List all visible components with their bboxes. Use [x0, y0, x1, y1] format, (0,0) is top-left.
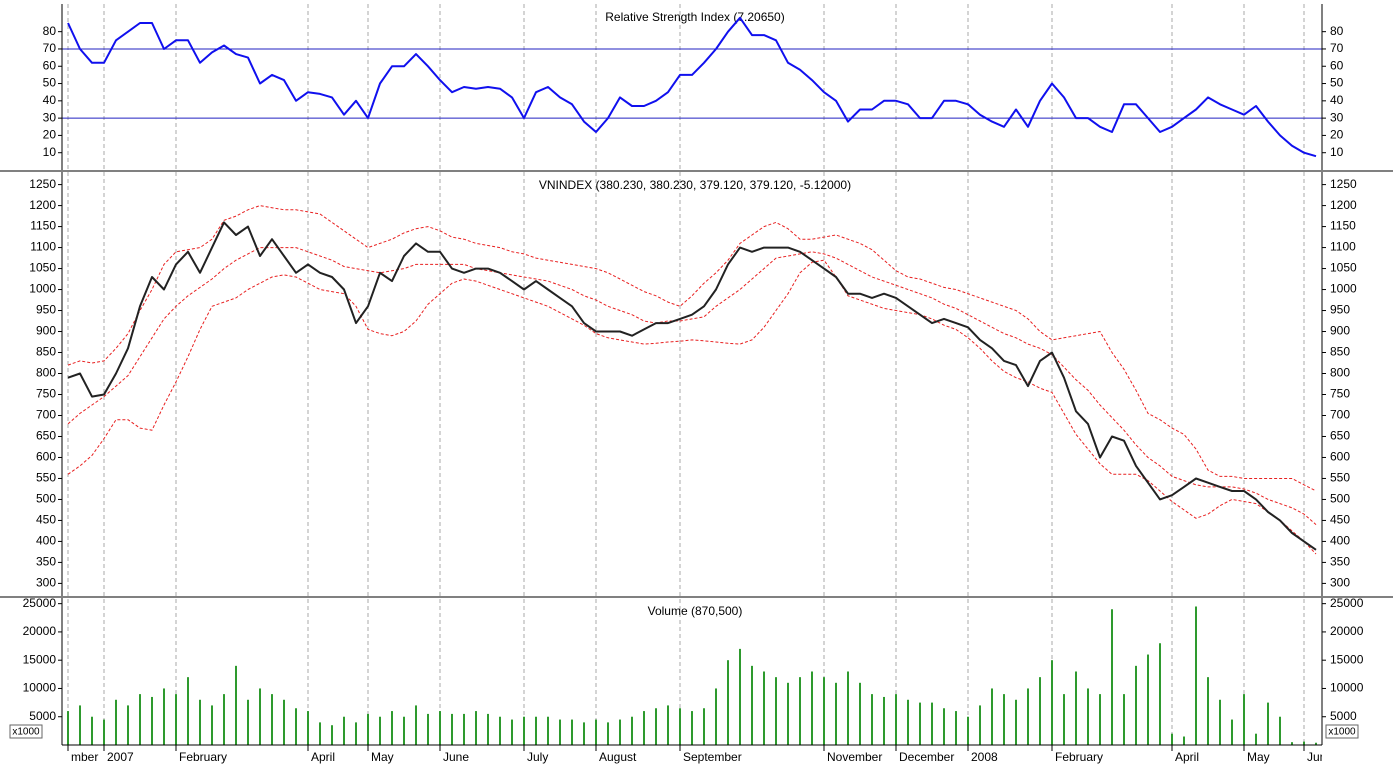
y-tick-label: 750	[1330, 387, 1350, 401]
y-tick-label: 1200	[29, 198, 56, 212]
y-tick-label: 950	[1330, 303, 1350, 317]
y-tick-label: 5000	[29, 709, 56, 723]
x-tick-label: May	[1247, 750, 1270, 764]
y-tick-label: 60	[1330, 58, 1344, 72]
unit-label: x1000	[12, 727, 40, 738]
y-tick-label: 25000	[23, 596, 57, 610]
x-tick-label: April	[311, 750, 335, 764]
unit-box	[1325, 724, 1359, 739]
y-tick-label: 20000	[1330, 624, 1364, 638]
y-tick-label: 25000	[1330, 596, 1364, 610]
y-tick-label: 850	[1330, 345, 1350, 359]
y-tick-label: 500	[36, 492, 56, 506]
y-tick-label: 70	[43, 41, 57, 55]
x-tick-label: February	[1055, 750, 1103, 764]
band-line	[67, 259, 1317, 555]
y-tick-label: 20000	[23, 624, 57, 638]
y-tick-label: 1100	[30, 240, 56, 254]
y-tick-label: 450	[1330, 513, 1350, 527]
y-tick-label: 10000	[23, 681, 57, 695]
x-tick-label: April	[1175, 750, 1199, 764]
x-tick-label: mber	[71, 750, 98, 764]
y-tick-label: 40	[1330, 93, 1344, 107]
x-tick-label: November	[827, 750, 882, 764]
x-tick-label: December	[899, 750, 954, 764]
y-tick-label: 1050	[29, 261, 56, 275]
y-tick-label: 800	[1330, 366, 1350, 380]
y-tick-label: 40	[43, 93, 57, 107]
unit-label: x1000	[1328, 727, 1356, 738]
y-tick-label: 30	[1330, 110, 1344, 124]
y-tick-label: 650	[36, 429, 56, 443]
y-tick-label: 1150	[1330, 219, 1356, 233]
y-tick-label: 450	[36, 513, 56, 527]
y-tick-label: 20	[1330, 128, 1344, 142]
x-tick-label: 2007	[107, 750, 134, 764]
x-tick-label: 2008	[971, 750, 998, 764]
panel-title: VNINDEX (380.230, 380.230, 379.120, 379.…	[539, 178, 851, 192]
y-tick-label: 20	[43, 128, 57, 142]
y-tick-label: 10000	[1330, 681, 1364, 695]
x-tick-label: May	[371, 750, 394, 764]
y-tick-label: 950	[36, 303, 56, 317]
y-tick-label: 600	[36, 450, 56, 464]
y-tick-label: 1150	[30, 219, 56, 233]
y-tick-label: 1200	[1330, 198, 1357, 212]
y-tick-label: 850	[36, 345, 56, 359]
y-tick-label: 400	[36, 534, 56, 548]
y-tick-label: 900	[1330, 324, 1350, 338]
y-tick-label: 1050	[1330, 261, 1357, 275]
y-tick-label: 60	[43, 58, 57, 72]
y-tick-label: 30	[43, 110, 57, 124]
y-tick-label: 70	[1330, 41, 1344, 55]
x-tick-label: June	[1307, 750, 1333, 764]
y-tick-label: 80	[43, 24, 57, 38]
y-tick-label: 80	[1330, 24, 1344, 38]
y-tick-label: 10	[43, 145, 57, 159]
y-tick-label: 50	[1330, 76, 1344, 90]
y-tick-label: 1250	[1330, 177, 1357, 191]
panel-title: Volume (870,500)	[648, 604, 743, 618]
panel-title: Relative Strength Index (7.20650)	[605, 10, 784, 24]
band-line	[67, 205, 1317, 492]
y-tick-label: 5000	[1330, 709, 1357, 723]
y-tick-label: 550	[1330, 471, 1350, 485]
x-tick-label: July	[527, 750, 548, 764]
band-line	[67, 247, 1317, 525]
y-tick-label: 300	[1330, 576, 1350, 590]
y-tick-label: 1250	[29, 177, 56, 191]
x-tick-label: February	[179, 750, 227, 764]
y-tick-label: 350	[36, 555, 56, 569]
data-line	[67, 16, 1317, 158]
y-tick-label: 1100	[1330, 240, 1356, 254]
y-tick-label: 650	[1330, 429, 1350, 443]
y-tick-label: 800	[36, 366, 56, 380]
y-tick-label: 350	[1330, 555, 1350, 569]
y-tick-label: 300	[36, 576, 56, 590]
y-tick-label: 15000	[1330, 652, 1364, 666]
y-tick-label: 10	[1330, 145, 1344, 159]
y-tick-label: 750	[36, 387, 56, 401]
x-tick-label: August	[599, 750, 637, 764]
y-tick-label: 500	[1330, 492, 1350, 506]
y-tick-label: 1000	[1330, 282, 1357, 296]
x-tick-label: June	[443, 750, 469, 764]
y-tick-label: 550	[36, 471, 56, 485]
data-line	[67, 221, 1317, 551]
y-tick-label: 1000	[29, 282, 56, 296]
y-tick-label: 900	[36, 324, 56, 338]
y-tick-label: 15000	[23, 652, 57, 666]
x-tick-label: September	[683, 750, 742, 764]
y-tick-label: 400	[1330, 534, 1350, 548]
unit-box	[9, 724, 43, 739]
y-tick-label: 600	[1330, 450, 1350, 464]
y-tick-label: 50	[43, 76, 57, 90]
y-tick-label: 700	[1330, 408, 1350, 422]
y-tick-label: 700	[36, 408, 56, 422]
